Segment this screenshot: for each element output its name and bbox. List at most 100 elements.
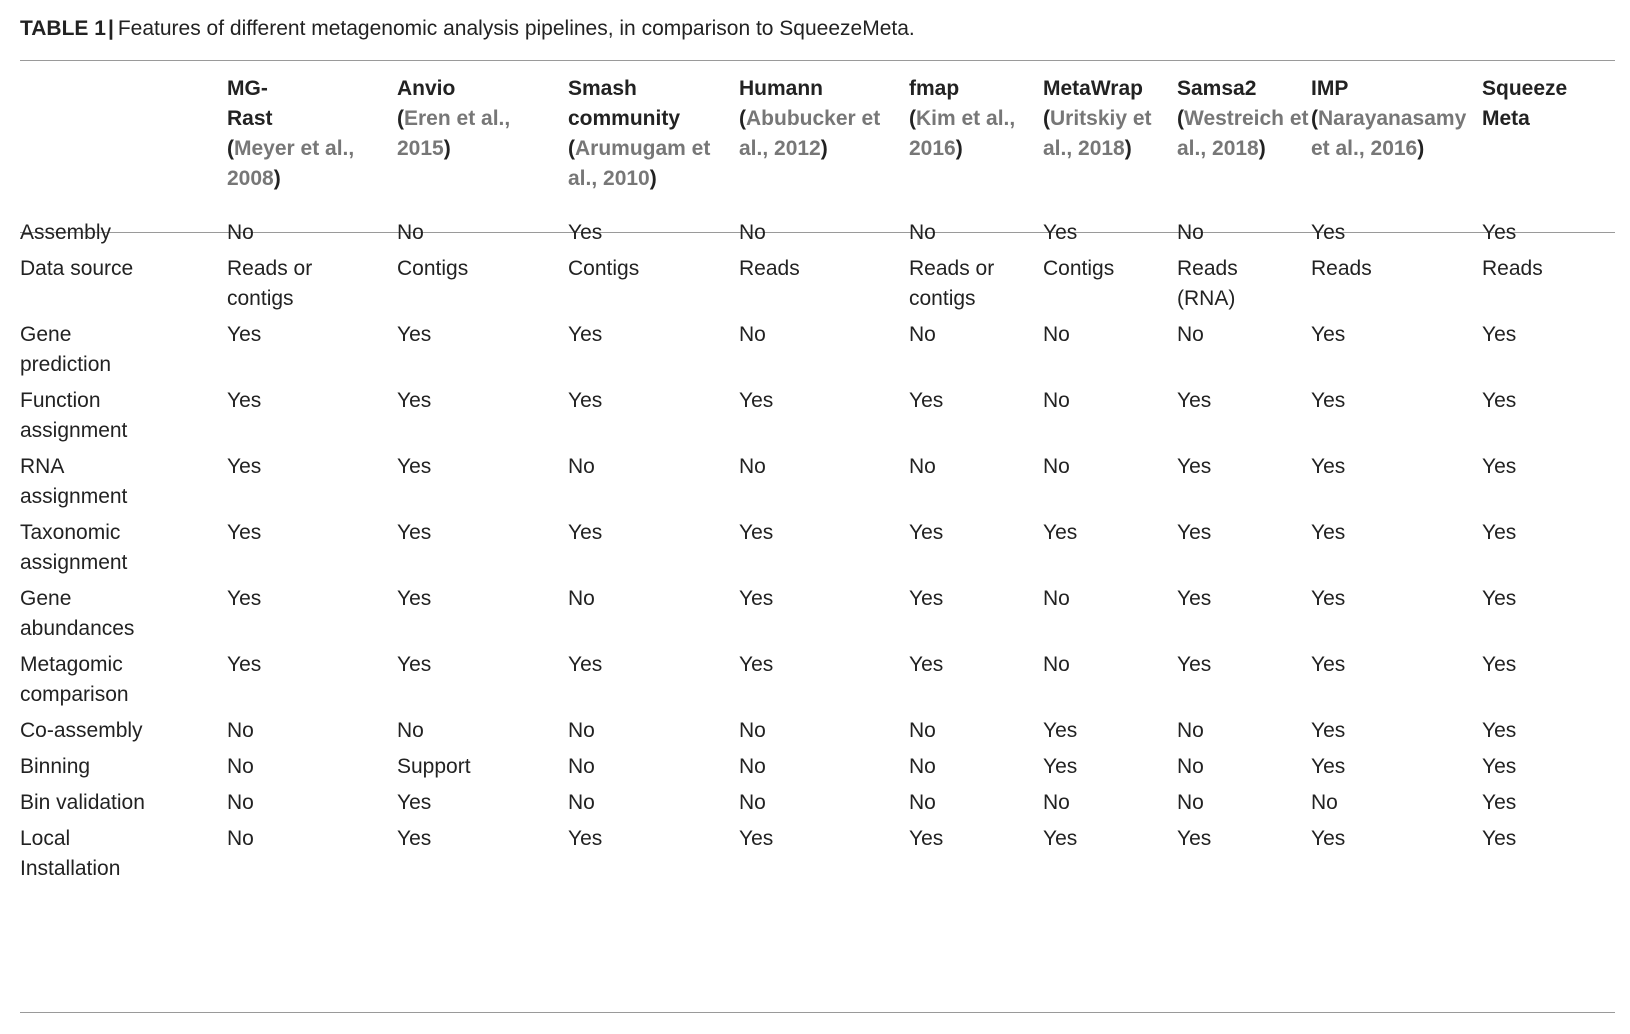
table-cell: Contigs — [1043, 257, 1115, 280]
table-cell: Yes — [568, 221, 603, 244]
feature-label: Taxonomic assignment — [20, 521, 128, 574]
table-cell: No — [909, 755, 936, 778]
table-cell: No — [1177, 719, 1204, 742]
table-cell: No — [1043, 323, 1070, 346]
table-cell: No — [568, 587, 595, 610]
column-header: IMP (Narayanasamy et al., 2016) — [1311, 74, 1482, 206]
paren-close: ) — [649, 167, 657, 190]
citation-link[interactable]: Westreich et al., 2018 — [1177, 107, 1309, 160]
table-cell: Yes — [1482, 521, 1517, 544]
citation-link[interactable]: Arumugam et al., 2010 — [568, 137, 711, 190]
table-cell: Yes — [1177, 827, 1212, 850]
column-name-continued: Meta — [1482, 107, 1530, 130]
table-cell: Yes — [1311, 827, 1346, 850]
table-cell: Yes — [1482, 323, 1517, 346]
citation-link[interactable]: Narayanasamy et al., 2016 — [1311, 107, 1467, 160]
citation-link[interactable]: Kim et al., 2016 — [909, 107, 1016, 160]
table-row: RNA assignment Yes Yes No No No No Yes Yes Yes — [20, 452, 1612, 518]
column-name: IMP — [1311, 77, 1349, 100]
table-cell: No — [739, 323, 766, 346]
feature-label: Gene prediction — [20, 323, 112, 376]
table-cell: Yes — [1043, 827, 1078, 850]
table-cell: Yes — [909, 653, 944, 676]
table-cell: No — [227, 755, 254, 778]
citation-link[interactable]: Meyer et al., 2008 — [227, 137, 355, 190]
table-cell: Yes — [397, 653, 432, 676]
feature-label: Bin validation — [20, 791, 145, 814]
table-cell: Yes — [1482, 389, 1517, 412]
table-cell: Yes — [1482, 719, 1517, 742]
citation-link[interactable]: Abubucker et al., 2012 — [739, 107, 881, 160]
table-cell: Reads — [739, 257, 800, 280]
feature-label: Co-assembly — [20, 719, 143, 742]
table-cell: No — [568, 719, 595, 742]
column-name: Squeeze — [1482, 77, 1568, 100]
table-cell: Yes — [1311, 389, 1346, 412]
paren-close: ) — [820, 137, 828, 160]
paren-open: ( — [227, 137, 234, 160]
paren-open: ( — [1311, 107, 1318, 130]
table-cell: Yes — [568, 827, 603, 850]
table-cell: Contigs — [397, 257, 469, 280]
table-cell: No — [739, 455, 766, 478]
table-cell: No — [1177, 755, 1204, 778]
table-cell: Reads — [1311, 257, 1372, 280]
table-cell: No — [568, 455, 595, 478]
table-cell: No — [1043, 653, 1070, 676]
table-cell: No — [1311, 791, 1338, 814]
paren-open: ( — [568, 137, 575, 160]
table-cell: No — [909, 323, 936, 346]
table-cell: Yes — [227, 653, 262, 676]
table-cell: Yes — [1043, 521, 1078, 544]
paren-close: ) — [1417, 137, 1425, 160]
table-cell: Yes — [1311, 323, 1346, 346]
table-cell: Yes — [227, 521, 262, 544]
caption-separator: | — [107, 17, 114, 40]
table-row: Data source Reads or contigs Contigs Contig… — [20, 254, 1612, 320]
table-cell: Yes — [1482, 587, 1517, 610]
table-row: Gene prediction Yes Yes Yes No No No No Yes Yes — [20, 320, 1612, 386]
paren-close: ) — [273, 167, 281, 190]
table-cell: Yes — [227, 455, 262, 478]
table-cell: Yes — [1177, 455, 1212, 478]
table-row: Function assignment Yes Yes Yes Yes Yes No Yes Y… — [20, 386, 1612, 452]
table-cell: Support — [397, 755, 471, 778]
table-cell: No — [909, 455, 936, 478]
table-cell: Yes — [909, 389, 944, 412]
table-cell: Yes — [739, 827, 774, 850]
paren-open: ( — [1177, 107, 1184, 130]
column-header: Anvio (Eren et al., 2015) — [397, 74, 568, 206]
table-cell: Yes — [568, 521, 603, 544]
column-header: Humann (Abubucker et al., 2012) — [739, 74, 909, 206]
column-name: Samsa2 — [1177, 77, 1257, 100]
table-cell: Yes — [227, 587, 262, 610]
column-name-continued: community — [568, 107, 681, 130]
table-cell: No — [568, 755, 595, 778]
table-cell: Yes — [739, 587, 774, 610]
table-cell: Yes — [909, 827, 944, 850]
table-label: TABLE 1 — [20, 17, 106, 40]
column-header: fmap (Kim et al., 2016) — [909, 74, 1043, 206]
table-cell: Yes — [397, 323, 432, 346]
table-cell: Yes — [1311, 221, 1346, 244]
table-cell: No — [909, 791, 936, 814]
paren-close: ) — [1124, 137, 1132, 160]
table-cell: No — [1043, 455, 1070, 478]
table-cell: Yes — [397, 455, 432, 478]
table-cell: Yes — [1043, 755, 1078, 778]
paren-open: ( — [909, 107, 916, 130]
table-cell: Yes — [1311, 719, 1346, 742]
table-row: Co-assembly No No No No No Yes No Yes Yes — [20, 716, 1612, 752]
table-cell: No — [397, 221, 424, 244]
table-cell: No — [1177, 791, 1204, 814]
citation-link[interactable]: Uritskiy et al., 2018 — [1043, 107, 1152, 160]
table-cell: Yes — [1482, 455, 1517, 478]
feature-label: Assembly — [20, 221, 112, 244]
column-header: Smash community (Arumugam et al., 2010) — [568, 74, 739, 206]
citation-link[interactable]: Eren et al., 2015 — [397, 107, 511, 160]
column-header: Samsa2 (Westreich et al., 2018) — [1177, 74, 1311, 206]
feature-label: Metagomic comparison — [20, 653, 129, 706]
paren-open: ( — [1043, 107, 1050, 130]
table-cell: Yes — [1043, 221, 1078, 244]
table-cell: No — [227, 791, 254, 814]
